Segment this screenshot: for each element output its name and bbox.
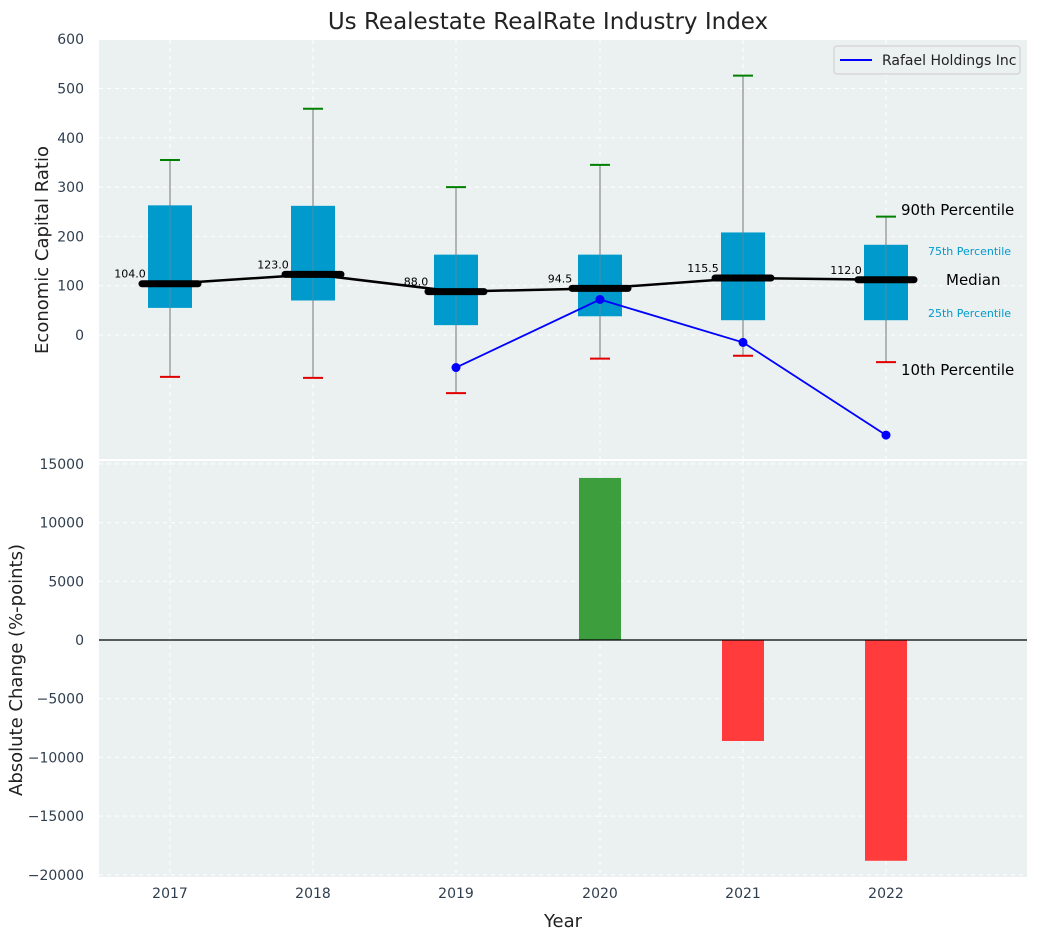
bottom-y-tick-label: 5000 xyxy=(48,574,84,590)
bottom-y-tick-label: −15000 xyxy=(28,809,84,825)
annotation-p90: 90th Percentile xyxy=(901,201,1014,219)
legend: Rafael Holdings Inc xyxy=(833,45,1021,75)
company-series-line xyxy=(455,298,887,436)
top-y-axis-label: Economic Capital Ratio xyxy=(32,146,53,354)
bottom-y-tick-label: −5000 xyxy=(37,692,84,708)
bottom-y-axis-label: Absolute Change (%-points) xyxy=(6,544,27,796)
company-series xyxy=(451,295,891,440)
company-point xyxy=(738,337,748,347)
x-tick-label: 2019 xyxy=(438,886,474,902)
annotation-p10: 10th Percentile xyxy=(901,361,1014,379)
company-point xyxy=(451,363,461,373)
x-tick-label: 2017 xyxy=(152,886,188,902)
median-value-label: 123.0 xyxy=(257,258,289,271)
median-series: 104.0 123.0 88.0 94.5 115.5 112.0 xyxy=(114,258,918,296)
median-value-label: 112.0 xyxy=(830,264,862,277)
x-tick-label: 2022 xyxy=(868,886,904,902)
bottom-y-tick-label: −10000 xyxy=(28,750,84,766)
legend-box xyxy=(833,45,1021,75)
company-point xyxy=(595,295,605,305)
top-y-tick-label: 600 xyxy=(57,32,84,48)
x-tick-label: 2021 xyxy=(725,886,761,902)
percentile-annotations: 90th Percentile 75th Percentile Median 2… xyxy=(901,201,1014,379)
top-y-tick-label: 0 xyxy=(75,328,84,344)
bottom-y-axis: 15000 10000 5000 0 −5000 −10000 −15000 −20000 xyxy=(28,457,84,884)
bottom-y-tick-label: 10000 xyxy=(39,516,84,532)
annotation-median: Median xyxy=(946,271,1001,289)
median-value-label: 88.0 xyxy=(404,276,429,289)
bar-series xyxy=(579,477,907,861)
change-bar xyxy=(722,640,764,741)
bottom-y-tick-label: 0 xyxy=(75,633,84,649)
change-bar xyxy=(579,477,621,640)
bottom-y-tick-label: −20000 xyxy=(28,868,84,884)
company-point xyxy=(881,430,891,440)
median-value-label: 104.0 xyxy=(114,268,146,281)
top-y-tick-label: 100 xyxy=(57,279,84,295)
annotation-p25: 25th Percentile xyxy=(928,307,1011,320)
x-axis-label: Year xyxy=(543,911,583,932)
top-y-tick-label: 500 xyxy=(57,82,84,98)
top-y-tick-label: 200 xyxy=(57,229,84,245)
change-bar xyxy=(865,640,907,861)
median-value-label: 94.5 xyxy=(548,272,573,285)
chart-title: Us Realestate RealRate Industry Index xyxy=(328,9,768,35)
median-value-label: 115.5 xyxy=(687,262,719,275)
top-y-tick-label: 300 xyxy=(57,180,84,196)
top-y-axis: 0 100 200 300 400 500 600 xyxy=(57,32,84,344)
annotation-p75: 75th Percentile xyxy=(928,245,1011,258)
top-y-tick-label: 400 xyxy=(57,131,84,147)
legend-label: Rafael Holdings Inc xyxy=(882,53,1016,69)
bottom-y-tick-label: 15000 xyxy=(39,457,84,473)
x-axis: 2017 2018 2019 2020 2021 2022 xyxy=(152,886,904,902)
x-tick-label: 2018 xyxy=(295,886,331,902)
x-tick-label: 2020 xyxy=(582,886,618,902)
